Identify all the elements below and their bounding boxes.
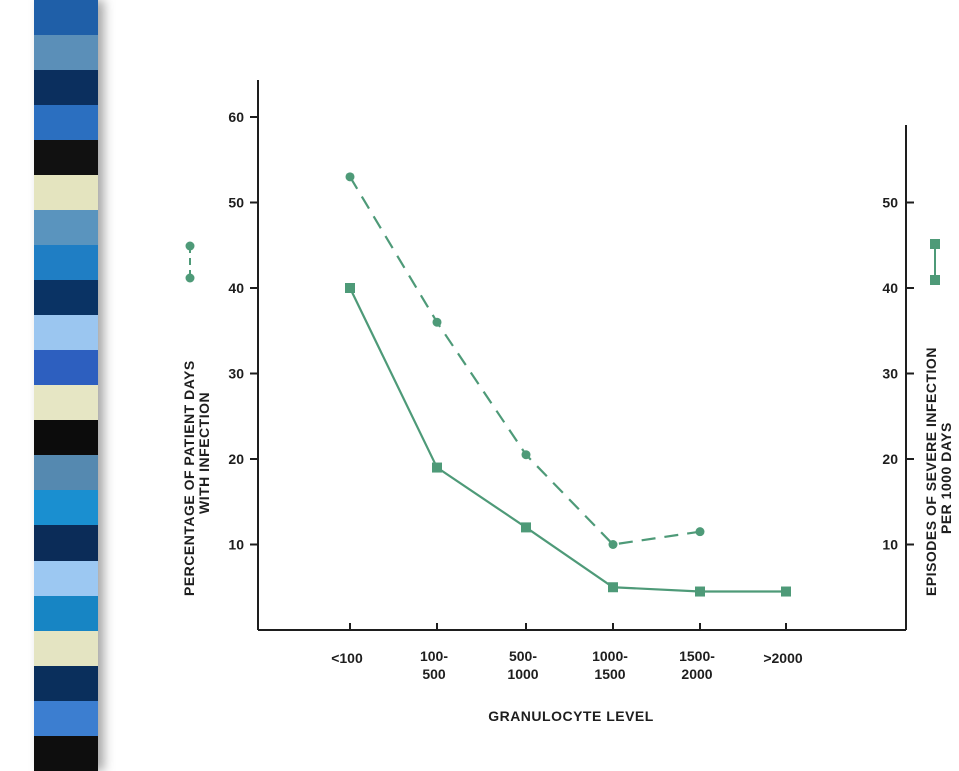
legend-square-marker-bottom <box>930 275 940 285</box>
right-axis-title: EPISODES OF SEVERE INFECTION PER 1000 DA… <box>923 347 954 596</box>
x-tick-label-line2: 2000 <box>681 666 712 682</box>
right-tick-label: 20 <box>882 451 898 467</box>
ticks: 10 20 30 40 50 60 10 20 30 40 50 <100 100- 500 500- 100… <box>228 109 914 682</box>
left-axis-title: PERCENTAGE OF PATIENT DAYS WITH INFECTIO… <box>181 360 212 596</box>
x-tick-label-line1: 100- <box>420 648 448 664</box>
axes <box>257 80 907 631</box>
stripe-1 <box>34 35 98 71</box>
series-line-0 <box>349 176 701 546</box>
x-axis-title: GRANULOCYTE LEVEL <box>488 708 654 724</box>
right-axis-title-line1: EPISODES OF SEVERE INFECTION <box>923 347 939 596</box>
series-0-point <box>345 172 355 182</box>
series-1-point <box>521 522 531 533</box>
series-1-point <box>345 283 355 293</box>
legend-square-marker-top <box>930 239 940 249</box>
x-tick-label-line1: >2000 <box>763 650 803 666</box>
left-tick-label: 40 <box>228 280 244 296</box>
x-tick-label-line2: 1500 <box>594 666 625 682</box>
stripe-6 <box>34 210 98 246</box>
stripe-14 <box>34 490 98 526</box>
left-axis-title-line1: PERCENTAGE OF PATIENT DAYS <box>181 360 197 596</box>
stripe-19 <box>34 665 98 701</box>
stripe-9 <box>34 315 98 351</box>
legend-circle-marker-bottom <box>185 273 195 283</box>
stripe-12 <box>34 420 98 456</box>
right-tick-label: 40 <box>882 280 898 296</box>
stripe-0 <box>34 0 98 36</box>
series-0-point <box>695 527 705 537</box>
series-0-point <box>608 540 618 549</box>
stripe-10 <box>34 350 98 386</box>
x-tick-label-line1: 500- <box>509 648 537 664</box>
left-tick-label: 20 <box>228 451 244 467</box>
series-1-point <box>432 462 442 473</box>
left-tick-label: 50 <box>228 195 244 211</box>
stripe-4 <box>34 140 98 176</box>
left-tick-label: 60 <box>228 109 244 125</box>
series-0-point <box>521 450 531 460</box>
stripe-5 <box>34 175 98 211</box>
x-tick-label-line2: 1000 <box>507 666 538 682</box>
stripe-3 <box>34 105 98 141</box>
stripe-8 <box>34 280 98 316</box>
series <box>345 172 791 597</box>
right-axis-title-line2: PER 1000 DAYS <box>938 422 954 534</box>
x-tick-label-line1: 1500- <box>679 648 715 664</box>
decorative-stripe-bar <box>34 0 98 771</box>
stripe-18 <box>34 630 98 666</box>
stripe-15 <box>34 525 98 561</box>
left-axis-title-line2: WITH INFECTION <box>196 392 212 514</box>
series-0-point <box>432 317 442 327</box>
left-tick-label: 30 <box>228 366 244 382</box>
stripe-11 <box>34 385 98 421</box>
stripe-7 <box>34 245 98 281</box>
stripe-16 <box>34 560 98 596</box>
series-line-1 <box>349 287 786 593</box>
legend-circle-marker-top <box>185 241 195 251</box>
series-1-point <box>695 586 705 597</box>
left-axis-legend <box>185 241 195 283</box>
left-tick-label: 10 <box>228 537 244 553</box>
stripe-20 <box>34 700 98 736</box>
x-tick-label-line1: 1000- <box>592 648 628 664</box>
right-tick-label: 10 <box>882 537 898 553</box>
x-tick-label-line2: 500 <box>422 666 446 682</box>
right-tick-label: 30 <box>882 366 898 382</box>
right-axis-legend <box>930 239 940 285</box>
stripe-21 <box>34 735 98 771</box>
series-1-point <box>781 586 791 597</box>
x-tick-label-line1: <100 <box>331 650 363 666</box>
series-1-point <box>608 582 618 593</box>
stripe-13 <box>34 455 98 491</box>
right-tick-label: 50 <box>882 195 898 211</box>
stripe-17 <box>34 595 98 631</box>
stripe-2 <box>34 70 98 106</box>
